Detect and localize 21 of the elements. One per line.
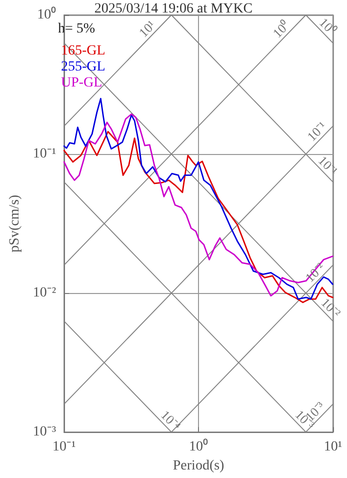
annotation: 10⁰ — [270, 17, 293, 41]
y-tick-label: 10⁻¹ — [32, 146, 56, 162]
y-tick-label: 10⁻² — [32, 286, 56, 301]
annotation: 10⁻¹ — [315, 152, 341, 178]
annotation: 10⁻² — [302, 260, 328, 286]
text: 165-GL — [61, 44, 106, 58]
x-tick-label: 10⁰ — [189, 438, 208, 455]
y-tick-label: 10⁻³ — [32, 424, 56, 440]
series-label: 255-GL — [61, 60, 106, 74]
annotation: 10⁻² — [318, 294, 344, 320]
annotation: 10¹ — [136, 17, 158, 40]
annotation: 10⁻¹ — [304, 118, 330, 144]
x-axis-title: Period(s) — [172, 458, 225, 474]
y-tick-label: 10⁰ — [37, 6, 56, 22]
annotation: 10⁰ — [316, 14, 340, 38]
text: UP-GL — [61, 76, 102, 90]
x-tick-label: 10¹ — [324, 440, 342, 455]
y-axis-title: pSv(cm/s) — [8, 194, 22, 252]
annotation: 10⁻⁴ — [158, 407, 184, 434]
chart-title: 2025/03/14 19:06 at MYKC — [94, 2, 253, 16]
x-tick-label: 10⁻¹ — [52, 440, 76, 455]
